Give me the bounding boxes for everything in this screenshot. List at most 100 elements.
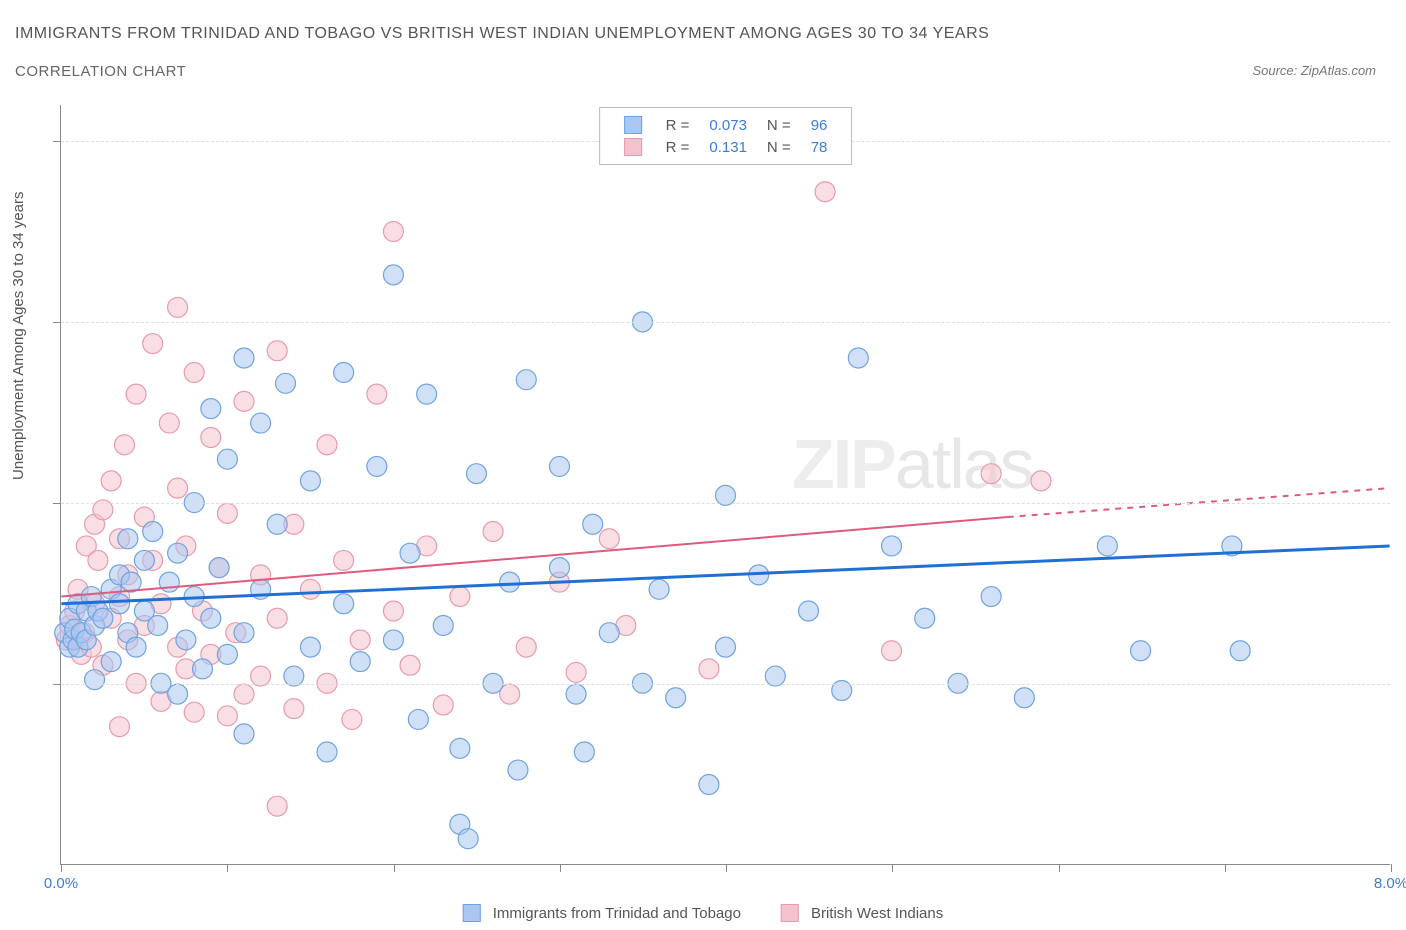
scatter-point <box>184 702 204 722</box>
scatter-point <box>114 435 134 455</box>
scatter-point <box>383 265 403 285</box>
scatter-point <box>450 587 470 607</box>
scatter-point <box>148 615 168 635</box>
scatter-point <box>981 587 1001 607</box>
scatter-point <box>583 514 603 534</box>
scatter-point <box>699 774 719 794</box>
scatter-point <box>367 456 387 476</box>
scatter-point <box>1097 536 1117 556</box>
legend-bottom-swatch-blue <box>463 904 481 922</box>
scatter-point <box>649 579 669 599</box>
y-axis-label: Unemployment Among Ages 30 to 34 years <box>10 191 27 480</box>
scatter-point <box>109 594 129 614</box>
scatter-point <box>284 699 304 719</box>
legend-label-series-b: British West Indians <box>811 905 943 922</box>
scatter-point <box>450 738 470 758</box>
scatter-point <box>85 670 105 690</box>
scatter-point <box>516 370 536 390</box>
scatter-point <box>882 641 902 661</box>
scatter-point <box>121 572 141 592</box>
scatter-point <box>483 521 503 541</box>
scatter-point <box>143 521 163 541</box>
scatter-point <box>342 709 362 729</box>
scatter-point <box>168 297 188 317</box>
x-tick <box>1059 864 1060 872</box>
scatter-point <box>143 334 163 354</box>
scatter-svg <box>61 105 1390 864</box>
x-tick <box>1225 864 1226 872</box>
scatter-point <box>334 550 354 570</box>
scatter-point <box>209 558 229 578</box>
legend-r-label-a: R = <box>656 114 700 136</box>
x-tick <box>394 864 395 872</box>
scatter-point <box>317 742 337 762</box>
scatter-point <box>284 666 304 686</box>
scatter-point <box>276 373 296 393</box>
scatter-point <box>466 464 486 484</box>
scatter-point <box>118 529 138 549</box>
scatter-point <box>234 684 254 704</box>
scatter-point <box>516 637 536 657</box>
scatter-point <box>1031 471 1051 491</box>
scatter-point <box>267 341 287 361</box>
scatter-point <box>88 550 108 570</box>
scatter-point <box>400 655 420 675</box>
scatter-point <box>217 644 237 664</box>
scatter-point <box>317 435 337 455</box>
gridline <box>61 684 1390 685</box>
scatter-point <box>251 413 271 433</box>
scatter-point <box>699 659 719 679</box>
legend-r-label-b: R = <box>656 136 700 158</box>
scatter-point <box>334 362 354 382</box>
scatter-point <box>350 652 370 672</box>
scatter-point <box>201 428 221 448</box>
chart-subtitle: CORRELATION CHART <box>15 63 186 80</box>
scatter-point <box>400 543 420 563</box>
scatter-point <box>566 662 586 682</box>
scatter-point <box>815 182 835 202</box>
scatter-point <box>882 536 902 556</box>
chart-plot-area: R = 0.073 N = 96 R = 0.131 N = 78 ZIPatl… <box>60 105 1390 865</box>
x-tick <box>61 864 62 872</box>
scatter-point <box>799 601 819 621</box>
x-tick <box>227 864 228 872</box>
scatter-point <box>433 695 453 715</box>
scatter-point <box>508 760 528 780</box>
legend-n-label-a: N = <box>757 114 801 136</box>
scatter-point <box>350 630 370 650</box>
scatter-point <box>251 666 271 686</box>
scatter-point <box>168 684 188 704</box>
y-tick <box>53 322 61 323</box>
scatter-point <box>300 637 320 657</box>
scatter-point <box>716 637 736 657</box>
legend-row-series-b: R = 0.131 N = 78 <box>614 136 838 158</box>
scatter-point <box>549 456 569 476</box>
scatter-point <box>383 630 403 650</box>
scatter-point <box>193 659 213 679</box>
legend-label-series-a: Immigrants from Trinidad and Tobago <box>493 905 741 922</box>
scatter-point <box>367 384 387 404</box>
scatter-point <box>500 572 520 592</box>
scatter-point <box>267 796 287 816</box>
chart-title: IMMIGRANTS FROM TRINIDAD AND TOBAGO VS B… <box>15 25 989 43</box>
scatter-point <box>334 594 354 614</box>
scatter-point <box>1131 641 1151 661</box>
scatter-point <box>159 572 179 592</box>
scatter-point <box>234 391 254 411</box>
x-tick-label: 8.0% <box>1374 875 1406 892</box>
scatter-point <box>417 384 437 404</box>
legend-item-series-a: Immigrants from Trinidad and Tobago <box>463 904 741 922</box>
scatter-point <box>101 471 121 491</box>
y-tick-label: 10.0% <box>1400 494 1406 511</box>
scatter-point <box>109 717 129 737</box>
scatter-point <box>383 601 403 621</box>
correlation-legend: R = 0.073 N = 96 R = 0.131 N = 78 <box>599 107 853 165</box>
scatter-point <box>176 630 196 650</box>
scatter-point <box>566 684 586 704</box>
scatter-point <box>383 222 403 242</box>
legend-swatch-blue <box>624 116 642 134</box>
scatter-point <box>915 608 935 628</box>
legend-swatch-pink <box>624 138 642 156</box>
y-tick <box>53 141 61 142</box>
legend-n-value-b: 78 <box>801 136 838 158</box>
